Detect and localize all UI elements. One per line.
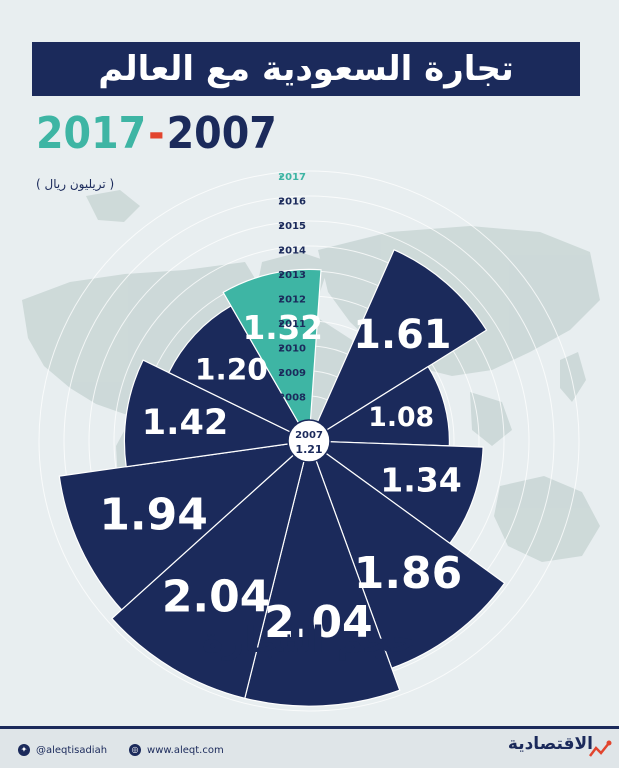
footer xyxy=(0,726,619,768)
unit-label: ( تريليون ريال ) xyxy=(36,177,115,191)
sector-2012 xyxy=(244,438,401,707)
sector-2015 xyxy=(123,359,312,468)
sector-2010 xyxy=(307,440,484,545)
year-label-2013: 2013 xyxy=(278,270,306,281)
value-label-2010: 1.34 xyxy=(380,461,462,500)
year-tick-dot xyxy=(279,224,283,227)
value-label-2009: 1.08 xyxy=(368,402,434,433)
sector-2017 xyxy=(222,268,322,443)
value-label-2013: 2.04 xyxy=(162,571,271,622)
year-label-2014: 2014 xyxy=(278,246,306,257)
year-label-2011: 2011 xyxy=(278,319,306,330)
website-link[interactable]: www.aleqt.com xyxy=(147,744,224,756)
sector-2013 xyxy=(111,439,311,700)
sector-2009 xyxy=(307,365,450,447)
year-tick-dot xyxy=(279,297,283,301)
twitter-icon: ✦ xyxy=(18,744,30,756)
brand-logo-icon xyxy=(589,740,612,757)
chart-sectors xyxy=(58,249,506,707)
sector-2014 xyxy=(58,440,311,611)
brand-logo-text: الاقتصادية xyxy=(507,734,593,754)
sector-2016 xyxy=(167,305,311,443)
grid-ring xyxy=(38,170,580,712)
year-tick-dot xyxy=(279,273,283,276)
twitter-handle[interactable]: @aleqtisadiah xyxy=(36,744,108,756)
year-tick-dot xyxy=(279,199,283,203)
value-label-2016: 1.20 xyxy=(195,352,268,386)
year-tick-dot xyxy=(279,175,283,178)
sector-2008 xyxy=(307,249,488,443)
year-tick-dot xyxy=(279,371,283,374)
value-label-2011: 1.86 xyxy=(354,548,463,599)
year-range-start: 2007 xyxy=(166,108,277,159)
chart-value-labels: 1.611.081.341.862.042.041.941.421.201.32 xyxy=(99,309,462,648)
year-label-2008: 2008 xyxy=(278,393,306,404)
year-label-2012: 2012 xyxy=(278,295,306,306)
year-label-2015: 2015 xyxy=(278,221,306,232)
year-label-2010: 2010 xyxy=(278,344,306,355)
year-label-2017: 2017 xyxy=(278,172,306,183)
footer-links: ✦ @aleqtisadiah ◎ www.aleqt.com xyxy=(18,744,224,756)
year-tick-dot xyxy=(279,322,283,325)
year-label-2009: 2009 xyxy=(278,368,306,379)
year-range: 2017-2007 xyxy=(36,108,277,159)
year-tick-dot xyxy=(279,248,283,252)
value-label-2008: 1.61 xyxy=(353,312,451,358)
chart-year-labels: 2017 2016 2015 2014 2013 2012 2011 2010 2009 2008 xyxy=(278,172,306,404)
globe-icon: ◎ xyxy=(129,744,142,756)
sector-2011 xyxy=(307,439,506,669)
value-label-2014: 1.94 xyxy=(99,489,208,540)
main-title: تجارة السعودية مع العالم xyxy=(32,42,580,96)
value-label-2015: 1.42 xyxy=(142,402,229,443)
center-value-label: 1.21 xyxy=(295,443,322,456)
year-label-2016: 2016 xyxy=(278,197,306,208)
year-tick-dot xyxy=(279,346,283,350)
year-range-separator: - xyxy=(148,108,165,159)
year-range-end: 2017 xyxy=(36,108,147,159)
value-label-2017: 1.32 xyxy=(243,309,323,347)
chart-caption: حجم التجارة xyxy=(202,620,417,661)
center-year-label: 2007 xyxy=(295,430,323,441)
value-label-2012: 2.04 xyxy=(264,597,373,648)
center-hub xyxy=(287,419,331,463)
footer-divider xyxy=(0,726,619,729)
